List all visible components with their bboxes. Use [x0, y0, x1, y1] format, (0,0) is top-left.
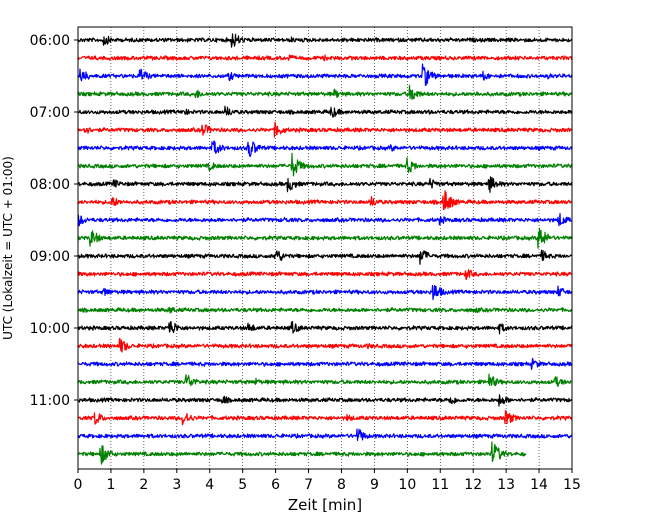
x-axis-label: Zeit [min] — [288, 496, 362, 514]
x-tick-label: 6 — [271, 477, 280, 493]
trace-line — [77, 152, 573, 177]
x-tick-label: 1 — [106, 477, 115, 493]
trace-line — [77, 306, 573, 314]
y-tick-label: 07:00 — [30, 105, 70, 121]
y-tick-label: 10:00 — [30, 321, 70, 337]
x-tick-label: 2 — [139, 477, 148, 493]
trace-line — [77, 285, 573, 301]
trace-line — [77, 176, 573, 193]
x-tick-label: 12 — [464, 477, 482, 493]
trace-line — [77, 249, 573, 265]
trace-line — [77, 121, 573, 138]
trace-line — [77, 54, 573, 62]
x-tick-label: 10 — [398, 477, 416, 493]
trace-line — [77, 394, 573, 407]
x-axis-ticks: 0 1 2 3 4 5 6 7 8 9 10 11 12 13 14 15 — [74, 469, 581, 493]
trace-line — [77, 373, 573, 387]
trace-line — [77, 410, 573, 426]
trace-line — [77, 269, 573, 280]
y-tick-label: 11:00 — [30, 393, 70, 409]
y-tick-label: 08:00 — [30, 177, 70, 193]
x-tick-label: 13 — [497, 477, 515, 493]
x-tick-label: 9 — [370, 477, 379, 493]
y-tick-label: 09:00 — [30, 249, 70, 265]
trace-line — [77, 33, 573, 48]
x-tick-label: 7 — [304, 477, 313, 493]
trace-line — [77, 338, 573, 353]
y-tick-label: 06:00 — [30, 33, 70, 49]
x-tick-label: 11 — [431, 477, 449, 493]
x-tick-label: 8 — [337, 477, 346, 493]
trace-line — [77, 428, 573, 442]
trace-line — [77, 212, 573, 227]
y-axis-ticks: 06:00 07:00 08:00 09:00 10:00 11:00 — [30, 33, 78, 409]
x-tick-label: 5 — [238, 477, 247, 493]
trace-line — [77, 227, 573, 249]
plot-frame — [77, 26, 573, 470]
trace-line — [77, 357, 573, 370]
x-tick-label: 0 — [74, 477, 83, 493]
trace-line — [77, 441, 527, 465]
y-axis-label: UTC (Lokalzeit = UTC + 01:00) — [1, 156, 15, 340]
trace-line — [77, 105, 573, 118]
x-tick-label: 3 — [172, 477, 181, 493]
trace-line — [77, 320, 573, 335]
trace-line — [77, 140, 573, 158]
trace-line — [77, 190, 573, 211]
x-tick-label: 14 — [530, 477, 548, 493]
x-tick-label: 4 — [205, 477, 214, 493]
trace-line — [77, 63, 573, 87]
x-tick-label: 15 — [563, 477, 581, 493]
seismic-traces — [77, 33, 573, 465]
trace-line — [77, 84, 573, 100]
